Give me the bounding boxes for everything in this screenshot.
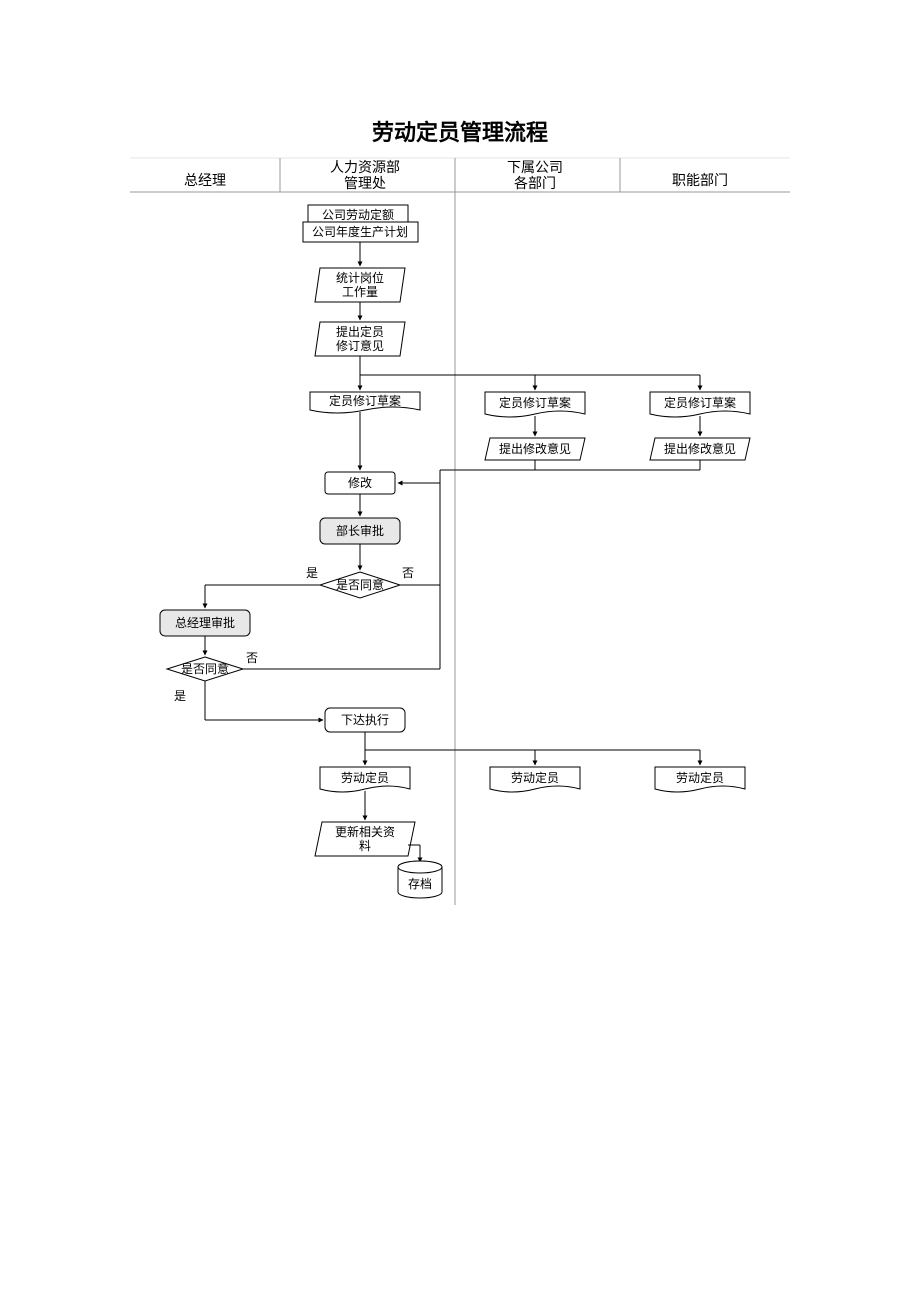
dec1-yes: 是	[306, 566, 318, 580]
node-labor-sub-text: 劳动定员	[511, 770, 559, 785]
page: 劳动定员管理流程 总经理 人力资源部 管理处 下属公司 各部门 职能部门 公司劳…	[0, 0, 920, 1302]
node-draft-sub-text: 定员修订草案	[499, 395, 571, 410]
node-update-l2: 料	[359, 839, 371, 853]
lane-label-hr1: 人力资源部	[330, 160, 400, 176]
doc-labor-quota-text: 公司劳动定额	[322, 207, 394, 222]
node-archive-text: 存档	[408, 877, 432, 891]
dec2-no: 否	[246, 651, 258, 665]
lane-label-func: 职能部门	[672, 173, 728, 189]
lane-label-gm: 总经理	[184, 173, 226, 189]
node-dec2-text: 是否同意	[181, 661, 229, 676]
dec1-no: 否	[402, 566, 414, 580]
lane-label-hr2: 管理处	[344, 176, 386, 192]
node-propose-l1: 提出定员	[336, 324, 384, 339]
node-feedback-func-text: 提出修改意见	[664, 441, 736, 456]
lane-label-sub2: 各部门	[514, 176, 556, 192]
node-modify-text: 修改	[348, 475, 372, 490]
node-stat-l1: 统计岗位	[336, 270, 384, 285]
node-stat-l2: 工作量	[342, 285, 378, 299]
node-draft-func-text: 定员修订草案	[664, 395, 736, 410]
node-mgr-approve-text: 部长审批	[336, 523, 384, 538]
node-dec1-text: 是否同意	[336, 577, 384, 592]
lane-label-sub1: 下属公司	[507, 161, 563, 176]
node-draft-hr-text: 定员修订草案	[329, 393, 401, 408]
node-propose-l2: 修订意见	[336, 338, 384, 353]
dec2-yes: 是	[174, 689, 186, 703]
node-gm-approve-text: 总经理审批	[175, 615, 235, 630]
node-labor-hr-text: 劳动定员	[341, 770, 389, 785]
node-feedback-sub-text: 提出修改意见	[499, 441, 571, 456]
flowchart-svg: 总经理 人力资源部 管理处 下属公司 各部门 职能部门 公司劳动定额 公司年度生…	[0, 0, 920, 1302]
node-issue-text: 下达执行	[341, 713, 389, 727]
node-update-l1: 更新相关资	[335, 824, 395, 839]
node-labor-func-text: 劳动定员	[676, 770, 724, 785]
doc-annual-plan-text: 公司年度生产计划	[312, 224, 408, 239]
